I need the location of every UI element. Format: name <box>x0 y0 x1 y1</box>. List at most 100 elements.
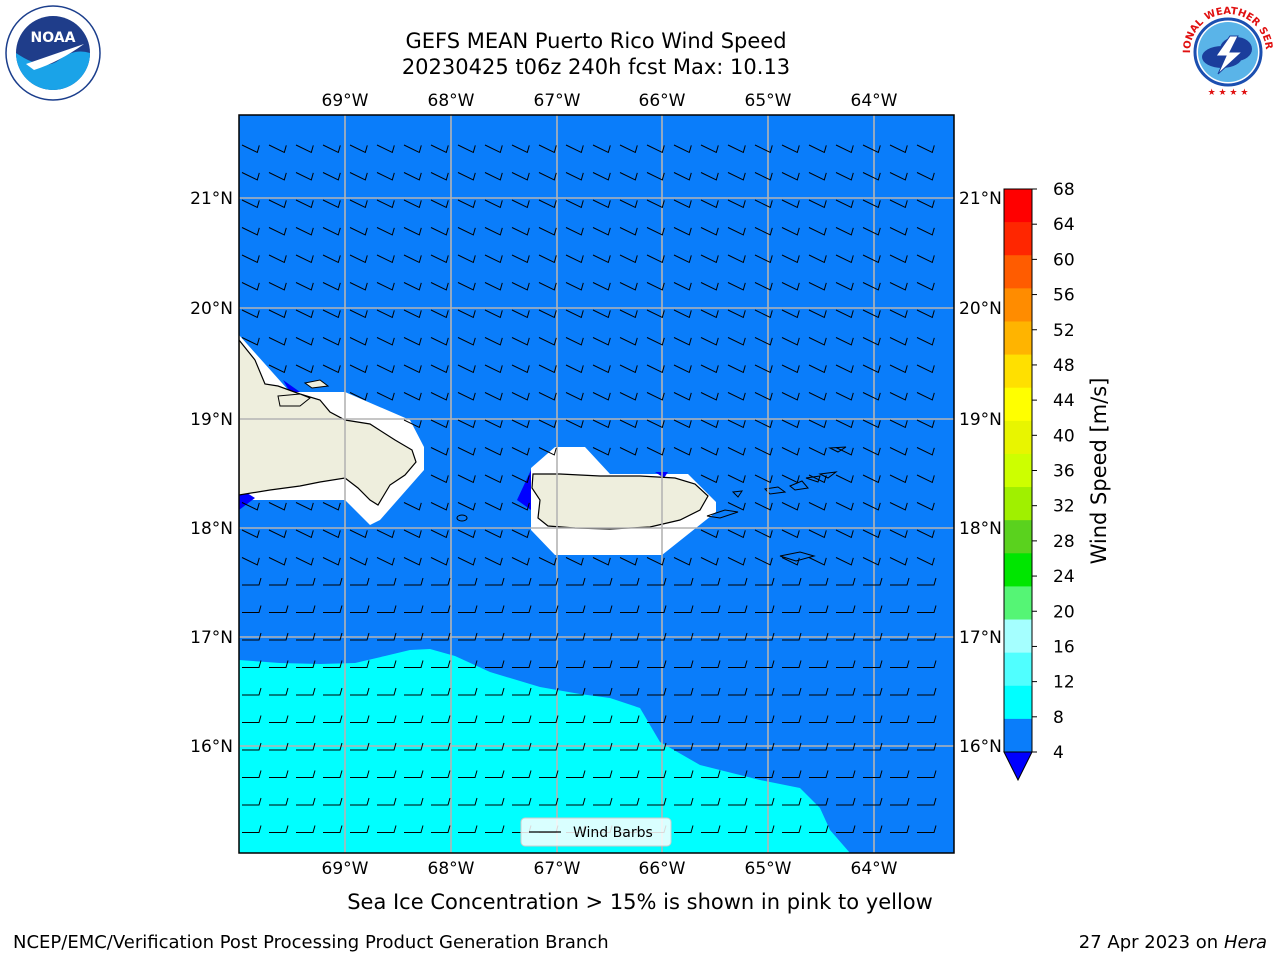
wind-barb <box>530 852 531 853</box>
wind-barb <box>862 557 881 566</box>
wind-barb <box>674 797 694 806</box>
wind-barb <box>323 825 343 833</box>
wind-barb <box>565 227 584 236</box>
wind-barb <box>484 529 503 539</box>
wind-barb <box>323 577 343 586</box>
colorbar-segment <box>1004 321 1032 356</box>
wind-barb <box>511 529 530 539</box>
colorbar-tick-label: 24 <box>1053 567 1075 587</box>
wind-barb <box>322 199 341 209</box>
wind-barb <box>728 605 748 613</box>
colorbar-segment <box>1004 189 1032 223</box>
wind-barb <box>700 474 719 484</box>
wind-barb <box>430 364 449 374</box>
wind-barb <box>431 742 451 751</box>
wind-barb <box>323 742 343 751</box>
colorbar-segment <box>1004 420 1032 455</box>
svg-text:★ ★ ★ ★: ★ ★ ★ ★ <box>1208 88 1249 98</box>
wind-barb <box>674 577 694 586</box>
wind-barb <box>673 337 692 346</box>
colorbar: 68 64 60 56 52 48 44 40 36 32 28 24 20 16 12 8 4 <box>1003 180 1075 782</box>
wind-barb <box>916 364 935 374</box>
wind-barb <box>349 392 368 401</box>
wind-barb <box>917 660 937 668</box>
wind-barb <box>701 632 721 641</box>
wind-barb <box>404 660 424 668</box>
wind-barb <box>917 605 937 613</box>
wind-barb <box>754 254 773 264</box>
wind-barb <box>322 227 341 236</box>
wind-barb <box>457 254 476 264</box>
wind-barb <box>512 687 532 696</box>
wind-barb <box>755 770 775 778</box>
colorbar-segment <box>1004 652 1032 687</box>
wind-barb <box>674 825 694 833</box>
wind-barb <box>349 309 368 319</box>
wind-barb <box>592 172 611 181</box>
wind-barb <box>592 419 611 429</box>
wind-barb <box>296 770 316 778</box>
wind-barb <box>431 797 451 806</box>
wind-barb <box>511 199 530 209</box>
wind-barb <box>647 687 667 696</box>
wind-barb <box>781 419 800 429</box>
wind-barb <box>242 687 262 696</box>
wind-barb <box>295 364 314 374</box>
wind-barb <box>322 364 341 374</box>
wind-barb <box>674 632 694 641</box>
wind-barb <box>700 557 719 566</box>
wind-barb <box>890 825 910 833</box>
wind-barb <box>403 419 422 429</box>
wind-barb <box>457 199 476 209</box>
wind-barb <box>863 632 883 641</box>
colorbar-segment <box>1004 520 1032 554</box>
wind-barb <box>673 309 692 319</box>
wind-barb <box>835 557 854 566</box>
wind-barb <box>376 337 395 346</box>
wind-barb <box>646 392 665 401</box>
wind-barb <box>458 605 478 613</box>
wind-barb <box>350 715 370 723</box>
wind-barb <box>727 144 746 154</box>
wind-barb <box>314 852 315 853</box>
wind-barb <box>727 282 746 291</box>
wind-barb <box>484 474 503 484</box>
wind-barb <box>755 742 775 751</box>
wind-barb <box>889 227 908 236</box>
wind-barb <box>512 770 532 778</box>
wind-barb <box>808 557 827 566</box>
wind-barb <box>755 825 775 833</box>
wind-barb <box>700 447 719 456</box>
wind-barb <box>295 144 314 154</box>
wind-barb <box>619 337 638 346</box>
lon-label: 66°W <box>639 859 686 879</box>
wind-barb <box>539 687 559 696</box>
wind-barb <box>430 282 449 291</box>
wind-barb <box>809 687 829 696</box>
wind-barb <box>322 144 341 154</box>
wind-barb <box>539 605 559 613</box>
wind-barb <box>701 742 721 751</box>
wind-barb <box>323 660 343 668</box>
wind-barb <box>457 557 476 566</box>
wind-barb <box>539 632 559 641</box>
wind-barb <box>376 282 395 291</box>
wind-barb <box>808 172 827 181</box>
wind-barb <box>889 502 908 511</box>
wind-barb <box>458 770 478 778</box>
wind-barb <box>511 419 530 429</box>
wind-barb <box>782 577 802 586</box>
wind-barb <box>647 577 667 586</box>
colorbar-segment <box>1004 288 1032 322</box>
wind-barb <box>754 502 773 511</box>
wind-barb <box>457 392 476 401</box>
wind-barb <box>592 282 611 291</box>
wind-barb <box>485 632 505 641</box>
lat-label: 18°N <box>959 519 1002 539</box>
wind-barb <box>808 529 827 539</box>
wind-barb <box>673 254 692 264</box>
wind-barb <box>835 474 854 484</box>
wind-barb <box>430 392 449 401</box>
wind-barb <box>403 227 422 236</box>
